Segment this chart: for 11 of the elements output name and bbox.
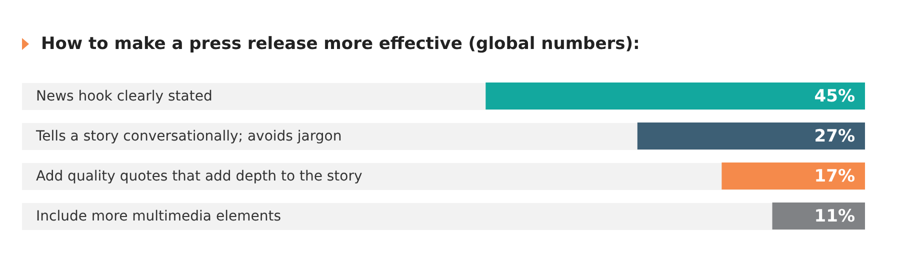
y-tick-label: Tells a story conversationally; avoids jargon [35, 128, 342, 145]
y-tick-label: Add quality quotes that add depth to the story [36, 168, 362, 185]
data-label: 45% [814, 86, 855, 106]
y-tick-label: News hook clearly stated [36, 88, 212, 105]
chart-title: How to make a press release more effective (global numbers): [41, 34, 640, 54]
bar [772, 202, 865, 230]
bar [722, 162, 865, 190]
data-label: 27% [814, 126, 855, 146]
data-label: 17% [814, 166, 855, 186]
y-tick-label: Include more multimedia elements [36, 208, 281, 225]
data-label: 11% [814, 206, 855, 226]
